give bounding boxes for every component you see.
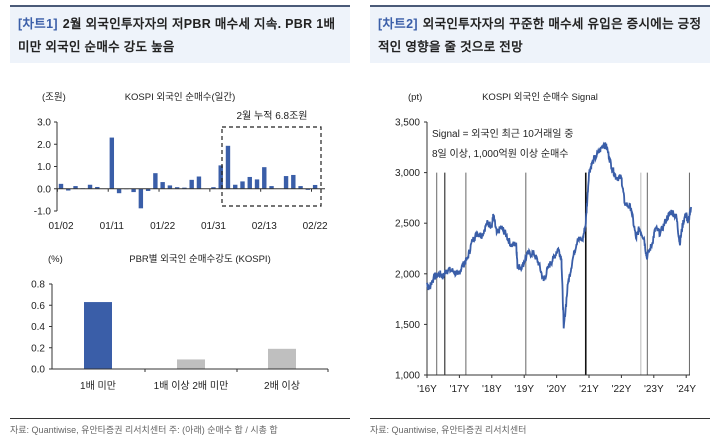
daily-chart-ylabel: (조원) — [42, 92, 66, 103]
daily-net-buy-bar — [247, 176, 252, 189]
y-tick-label: 0.8 — [31, 280, 45, 291]
right-chart-header: [차트2] 외국인투자자의 꾸준한 매수세 유입은 증시에는 긍정적인 영향을 줄… — [370, 5, 710, 63]
kospi-line — [426, 141, 692, 329]
x-tick-label: 01/02 — [48, 221, 73, 232]
y-tick-label: 2,000 — [395, 269, 420, 280]
daily-chart-title: KOSPI 외국인 순매수(일간) — [125, 91, 236, 103]
daily-net-buy-bar — [240, 181, 245, 189]
x-tick-label: '16Y — [417, 384, 437, 395]
y-tick-label: 1.0 — [37, 162, 51, 173]
daily-net-buy-bar — [269, 186, 274, 189]
daily-net-buy-bar — [138, 188, 144, 209]
y-tick-label: -1.0 — [34, 207, 52, 218]
daily-net-buy-bar — [182, 187, 187, 189]
x-tick-label: '21Y — [579, 384, 599, 395]
x-tick-label: 01/11 — [100, 221, 125, 232]
x-tick-label: '20Y — [547, 384, 567, 395]
daily-net-buy-bar — [218, 165, 223, 189]
x-category-label: 1배 미만 — [80, 380, 116, 392]
daily-net-buy-bar — [160, 182, 165, 189]
daily-net-buy-bar — [116, 188, 122, 194]
daily-net-buy-bar — [254, 179, 260, 189]
daily-net-buy-bar — [131, 188, 136, 193]
y-tick-label: 0.0 — [37, 184, 51, 195]
y-tick-label: 1,500 — [395, 320, 420, 331]
daily-net-buy-bar — [312, 184, 318, 189]
chart-heading: 외국인투자자의 꾸준한 매수세 유입은 증시에는 긍정적인 영향을 줄 것으로 … — [378, 17, 702, 54]
signal-chart-title: KOSPI 외국인 순매수 Signal — [482, 91, 598, 103]
daily-net-buy-bar — [189, 179, 194, 189]
daily-chart-annotation: 2월 누적 6.8조원 — [236, 110, 307, 122]
pbr-bar — [84, 302, 112, 369]
x-tick-label: '24Y — [676, 384, 696, 395]
x-tick-label: '19Y — [514, 384, 534, 395]
y-tick-label: 0.0 — [31, 365, 45, 376]
daily-net-buy-bar — [298, 186, 303, 189]
chart-tag: [차트1] — [18, 17, 58, 31]
x-category-label: 1배 이상 2배 미만 — [154, 380, 229, 392]
y-tick-label: 2,500 — [395, 219, 420, 230]
x-tick-label: '18Y — [482, 384, 502, 395]
pbr-chart-ylabel: (%) — [48, 254, 63, 265]
left-chart-header: [차트1] 2월 외국인투자자의 저PBR 매수세 지속. PBR 1배 미만 외… — [10, 5, 350, 63]
daily-net-buy-bar — [291, 174, 296, 189]
daily-net-buy-bar — [87, 184, 93, 189]
daily-net-buy-bar — [233, 184, 238, 189]
chart-heading: 2월 외국인투자자의 저PBR 매수세 지속. PBR 1배 미만 외국인 순매… — [18, 17, 336, 54]
daily-net-buy-bar — [109, 137, 115, 189]
y-tick-label: 3,000 — [395, 168, 420, 179]
daily-net-buy-bar — [283, 176, 289, 189]
daily-net-buy-bar — [153, 173, 158, 189]
signal-chart-ylabel: (pt) — [408, 92, 422, 103]
y-tick-label: 1,000 — [395, 371, 420, 382]
x-tick-label: 02/22 — [303, 221, 328, 232]
daily-net-buy-bar — [145, 188, 151, 191]
x-tick-label: '23Y — [644, 384, 664, 395]
daily-net-buy-bar — [73, 186, 78, 189]
daily-net-buy-bar — [305, 188, 311, 190]
x-tick-label: '22Y — [612, 384, 632, 395]
signal-annotation-line2: 8일 이상, 1,000억원 이상 순매수 — [432, 148, 568, 160]
daily-net-buy-bar — [262, 167, 267, 189]
x-tick-label: '17Y — [450, 384, 470, 395]
y-tick-label: 0.6 — [31, 301, 45, 312]
signal-annotation-line1: Signal = 외국인 최근 10거래일 중 — [432, 128, 573, 140]
pbr-bar — [177, 359, 205, 369]
daily-net-buy-bar — [196, 176, 202, 189]
chart-tag: [차트2] — [378, 17, 418, 31]
y-tick-label: 3.0 — [37, 118, 51, 129]
x-category-label: 2배 이상 — [264, 380, 300, 392]
y-tick-label: 2.0 — [37, 140, 51, 151]
daily-net-buy-bar — [167, 185, 173, 189]
right-source-note: 자료: Quantiwise, 유안타증권 리서치센터 — [370, 418, 710, 436]
x-tick-label: 01/22 — [150, 221, 175, 232]
y-tick-label: 0.2 — [31, 343, 45, 354]
x-tick-label: 02/13 — [252, 221, 277, 232]
daily-net-buy-bar — [66, 188, 71, 191]
daily-net-buy-bar — [174, 187, 180, 189]
daily-net-buy-bar — [95, 186, 100, 189]
y-tick-label: 3,500 — [395, 118, 420, 129]
daily-net-buy-bar — [225, 145, 231, 189]
february-highlight-box — [221, 126, 322, 207]
pbr-bar — [268, 348, 296, 369]
daily-net-buy-bar — [211, 187, 216, 189]
y-tick-label: 0.4 — [31, 322, 45, 333]
x-tick-label: 01/31 — [201, 221, 226, 232]
daily-net-buy-bar — [58, 183, 64, 189]
left-source-note: 자료: Quantiwise, 유안타증권 리서치센터 주: (아래) 순매수 … — [10, 418, 350, 436]
pbr-chart-title: PBR별 외국인 순매수강도 (KOSPI) — [129, 253, 270, 265]
